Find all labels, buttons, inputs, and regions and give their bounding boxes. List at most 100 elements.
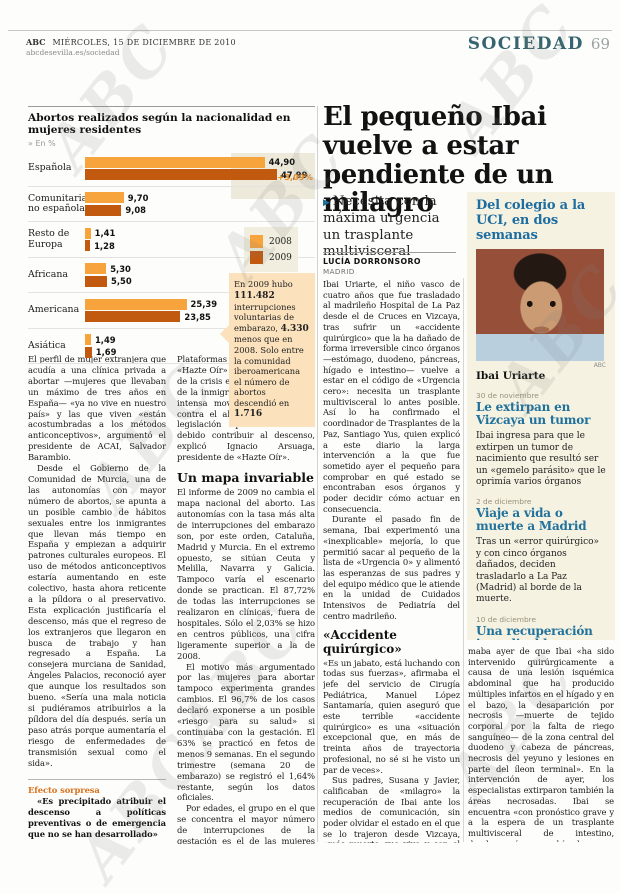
legend-item-2008: 2008 (250, 235, 292, 249)
article-subhead: «Accidente quirúrgico» (323, 627, 402, 656)
timeline-entry: 30 de noviembre Le extirpan en Vizcaya u… (476, 391, 606, 488)
bar-value-label: 1,69 (95, 347, 117, 358)
paragraph: El motivo más argumentado por las mujere… (177, 661, 315, 803)
main-article-column-2: maba ayer de que Ibai «ha sido interveni… (468, 646, 614, 842)
chart-category-label: Asiática (28, 339, 66, 351)
paragraph: El informe de 2009 no cambia el mapa nac… (177, 487, 315, 661)
byline-city: MADRID (323, 267, 355, 276)
bar-2008-resto-de-europa (85, 227, 91, 239)
header-rule (8, 30, 612, 31)
chart-bar-group: 25,39 23,85 (85, 297, 315, 324)
bar-value-label: 25,39 (190, 299, 218, 310)
byline-author: LUCÍA DORRONSORO (323, 257, 421, 266)
bar-2008-americana (85, 298, 187, 310)
bar-value-label: 5,30 (110, 263, 131, 274)
edition-url: abcdesevilla.es/sociedad (26, 48, 120, 57)
timeline-entry: 2 de diciembre Viaje a vida o muerte a M… (476, 497, 606, 605)
bar-2009-comunitaria-no-espa-ola (85, 204, 122, 216)
standfirst-text: Necesita con la máxima urgencia un trasp… (323, 194, 440, 260)
timeline-title: Una recuperación inexplicable (476, 623, 593, 640)
annotation-text: En 2009 hubo (234, 279, 293, 290)
article-column-2: Plataformas ciudadanas como «Hazte Oír» … (177, 354, 315, 844)
chart-bar-group: 9,70 9,08 (85, 191, 315, 218)
bar-2008-africana (85, 263, 107, 275)
bar-2009-espa-ola (85, 169, 277, 181)
legend-swatch-2008 (250, 235, 263, 249)
chart-delta-label: +3,09% (277, 172, 313, 183)
column-divider (463, 278, 464, 842)
chart-category-row: Americana 25,39 23,85 (28, 293, 315, 329)
chart-category-row: Comunitaria no española 9,70 9,08 (28, 187, 315, 223)
annotation-text: interrupciones voluntarias de embarazo, (234, 301, 296, 333)
chart-category-label: Africana (28, 268, 69, 280)
legend-swatch-2009 (250, 251, 263, 265)
photo-credit: ABC (593, 362, 606, 370)
abortion-chart: Abortos realizados según la nacionalidad… (28, 106, 315, 428)
paragraph: «Es un jabato, está luchando con todas s… (323, 657, 460, 775)
chart-category-label: Americana (28, 304, 80, 316)
bar-value-label: 1,28 (94, 240, 115, 251)
chart-unit-label: » En % (28, 139, 56, 149)
quote-divider (28, 779, 166, 781)
bullet-arrow-icon: ▶ (323, 198, 330, 208)
timeline-entry: 10 de diciembre Una recuperación inexpli… (476, 615, 606, 640)
timeline-date: 10 de diciembre (476, 614, 537, 624)
chart-bar-group: 44,90 47,99 (85, 155, 315, 182)
bar-value-label: 9,08 (125, 205, 146, 216)
main-article-column-1: Ibai Uriarte, el niño vasco de cuatro añ… (323, 279, 460, 843)
paragraph: Sus padres, Susana y Javier, calificaban… (323, 775, 460, 843)
chart-category-row: Española 44,90 47,99 (28, 151, 315, 187)
bar-value-label: 47,99 (280, 169, 308, 180)
bar-2008-asi-tica (85, 334, 91, 346)
annotation-figure: 1.716 (234, 409, 263, 420)
newspaper-page: { "watermark": "ABC", "header": { "brand… (8, 0, 620, 893)
timeline-body: Ibai ingresa para que le extirpen un tum… (476, 431, 606, 487)
bar-value-label: 1,41 (94, 228, 116, 239)
page-number: 69 (590, 35, 610, 53)
chart-category-label: Comunitaria no española (28, 192, 88, 215)
bar-2008-comunitaria-no-espa-ola (85, 192, 124, 204)
timeline-date: 30 de noviembre (476, 391, 539, 401)
bar-value-label: 44,90 (268, 157, 296, 168)
legend-item-2009: 2009 (250, 251, 292, 265)
chart-category-label: Resto de Europa (28, 228, 70, 250)
paragraph: El perfil de mujer extranjera que acudía… (28, 354, 166, 463)
annotation-text: menos que en 2008. Solo entre la comunid… (234, 334, 304, 408)
photo-caption: Ibai Uriarte (476, 370, 546, 383)
edition-date: MIÉRCOLES, 15 DE DICIEMBRE DE 2010 (52, 38, 236, 47)
standfirst: ▶ Necesita con la máxima urgencia un tras… (323, 194, 456, 261)
column-divider (317, 106, 318, 842)
sidebar-title: Del colegio a la UCI, en dos semanas (476, 198, 586, 243)
masthead: ABC MIÉRCOLES, 15 DE DICIEMBRE DE 2010 (26, 37, 236, 47)
legend-label-2008: 2008 (269, 236, 292, 247)
chart-category-row: Asiática 1,49 1,69 (28, 329, 315, 365)
chart-annotation-box: En 2009 hubo 111.482 interrupciones volu… (220, 273, 315, 428)
section-title: SOCIEDAD (467, 34, 584, 54)
timeline-sidebar: Del colegio a la UCI, en dos semanas ABC… (467, 192, 615, 640)
paragraph: maba ayer de que Ibai «ha sido interveni… (468, 646, 614, 842)
chart-bar-group: 1,49 1,69 (85, 333, 315, 360)
bar-2009-resto-de-europa (85, 240, 91, 252)
chart-category-row: Africana 5,30 5,50 (28, 258, 315, 294)
bar-2008-espa-ola (85, 156, 265, 168)
timeline-body: Tras un «error quirúrgico» y con cinco ó… (476, 537, 600, 605)
chart-plot-area: +3,09% Española 44,90 47,99 Comunitaria no … (28, 151, 315, 428)
quote-kicker: Efecto sorpresa (28, 785, 100, 796)
timeline-date: 2 de diciembre (476, 497, 532, 507)
byline-block: LUCÍA DORRONSORO MADRID (323, 252, 456, 276)
bar-2009-americana (85, 311, 181, 323)
bar-value-label: 23,85 (184, 311, 211, 322)
annotation-figure: 111.482 (234, 290, 275, 301)
chart-category-label: Española (28, 162, 72, 174)
bar-2009-asi-tica (85, 346, 92, 358)
bar-value-label: 1,49 (94, 334, 116, 345)
article-subhead: Un mapa invariable (177, 470, 314, 486)
paragraph: Por edades, el grupo en el que se concen… (177, 803, 315, 844)
timeline-title: Viaje a vida o muerte a Madrid (476, 506, 587, 534)
bar-2009-africana (85, 275, 107, 287)
chart-category-row: Resto de Europa 1,41 1,28 (28, 222, 315, 258)
ibai-photo (476, 249, 604, 362)
annotation-figure: 4.330 (280, 323, 309, 334)
chart-bar-group: 5,30 5,50 (85, 262, 315, 289)
legend-label-2009: 2009 (269, 252, 292, 263)
